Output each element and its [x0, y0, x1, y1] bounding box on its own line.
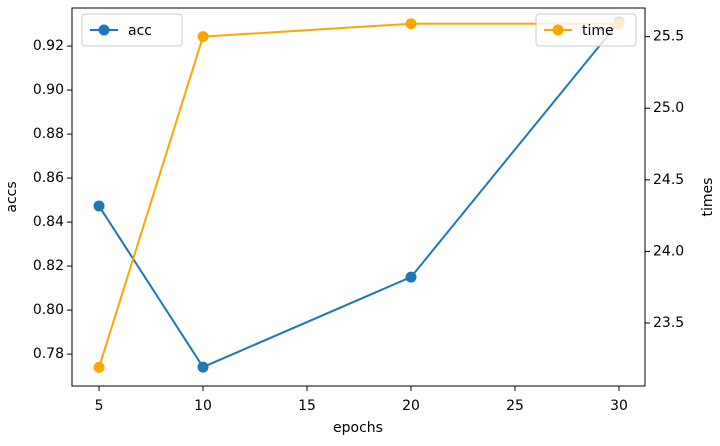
y2-tick-label: 24.0: [653, 243, 684, 259]
y2-tick-label: 23.5: [653, 315, 684, 331]
y-tick-label: 0.80: [33, 302, 64, 318]
series-line: [98, 21, 620, 369]
y-axis-label: accs: [4, 181, 20, 212]
y-tick-label: 0.78: [33, 346, 64, 362]
x-axis-label: epochs: [333, 420, 383, 436]
point: [197, 31, 209, 43]
y-tick-label: 0.92: [33, 38, 64, 54]
x-tick-label: 5: [95, 398, 104, 414]
legend-label: time: [582, 23, 614, 39]
y2-tick-label: 25.0: [653, 100, 684, 116]
x-tick-label: 25: [506, 398, 524, 414]
y-tick-label: 0.86: [33, 170, 64, 186]
legend-box: [535, 13, 637, 47]
y2-tick-label: 25.5: [653, 29, 684, 45]
point: [405, 18, 417, 30]
legend-marker: [552, 24, 564, 36]
y-tick-label: 0.84: [33, 214, 64, 230]
point: [197, 361, 209, 373]
x-tick-label: 10: [194, 398, 212, 414]
y2-axis-label: times: [700, 178, 716, 217]
legend-box: [81, 13, 183, 47]
x-tick-label: 30: [610, 398, 628, 414]
point: [93, 361, 105, 373]
plot-frame: [71, 7, 646, 387]
series-line: [98, 22, 620, 368]
x-tick-label: 15: [298, 398, 316, 414]
y-tick-label: 0.88: [33, 126, 64, 142]
legend-marker: [98, 24, 110, 36]
legend-label: acc: [128, 23, 152, 39]
y-tick-label: 0.90: [33, 82, 64, 98]
y-tick-label: 0.82: [33, 258, 64, 274]
y2-tick-label: 24.5: [653, 172, 684, 188]
point: [93, 200, 105, 212]
x-tick-label: 20: [402, 398, 420, 414]
point: [405, 271, 417, 283]
